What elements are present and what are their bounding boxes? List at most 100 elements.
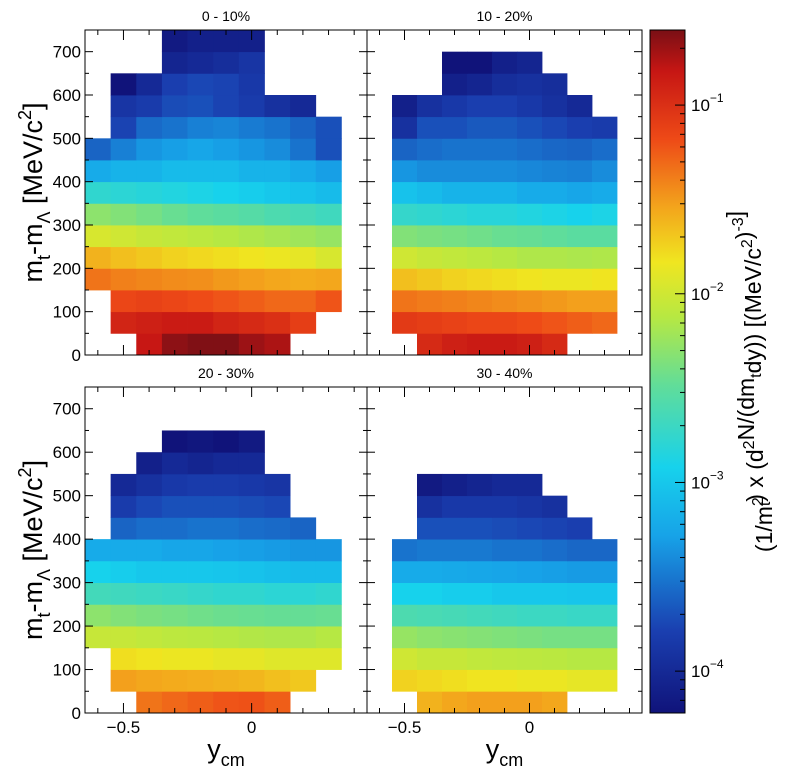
heatmap-cell [136,539,163,562]
heatmap-cell [517,181,543,204]
heatmap-cell [517,333,543,356]
heatmap-cell [238,669,265,692]
heatmap-cell [492,691,518,714]
heatmap-cell [417,473,443,497]
heatmap-cell [290,290,317,313]
heatmap-cell [392,138,418,161]
heatmap-cell [492,95,518,118]
heatmap-cell [187,560,214,583]
heatmap-cell [592,290,618,313]
heatmap-cell [213,95,240,118]
heatmap-cell [542,560,568,583]
heatmap-cell [417,290,443,313]
heatmap-cell [110,473,137,497]
heatmap-cell [315,560,342,583]
heatmap-cell [213,669,240,692]
heatmap-cell [187,517,214,540]
heatmap-cell [187,333,214,356]
y-tick-label: 200 [53,259,81,278]
heatmap-cell [517,517,543,540]
heatmap-cell [264,138,291,161]
heatmap-cell [161,73,188,96]
heatmap-cell [136,582,163,605]
heatmap-cell [492,604,518,627]
heatmap-cell [467,311,493,334]
heatmap-cell [392,225,418,248]
heatmap-cell [517,246,543,269]
heatmap-cell [467,246,493,269]
heatmap-cell [264,203,291,226]
heatmap-cell [110,203,137,226]
colorbar-gradient [649,29,686,714]
heatmap-cell [315,647,342,670]
heatmap-cell [264,473,291,497]
heatmap-cell [161,626,188,649]
heatmap-cell [136,95,163,118]
heatmap-cell [161,669,188,692]
heatmap-cell [467,138,493,161]
panel-title: 20 - 30% [198,365,254,381]
heatmap-cell [290,604,317,627]
heatmap-cell [492,626,518,649]
heatmap-cell [392,669,418,692]
y-tick-label: 700 [53,43,81,62]
heatmap-cell [238,311,265,334]
heatmap-cell [492,647,518,670]
heatmap-cell [542,604,568,627]
heatmap-cell [542,647,568,670]
heatmap-cell [85,268,112,291]
heatmap-cell [567,160,593,183]
heatmap-cell [417,138,443,161]
heatmap-cell [213,539,240,562]
colorbar-tick-label: 10−4 [691,657,724,681]
heatmap-cell [315,539,342,562]
heatmap-cell [467,473,493,497]
heatmap-cell [264,333,291,356]
heatmap-cell [238,30,265,53]
heatmap-cell [517,669,543,692]
heatmap-cell [442,181,468,204]
heatmap-cell [592,181,618,204]
heatmap-cell [213,691,240,714]
heatmap-cell [161,290,188,313]
heatmap-cell [417,333,443,356]
heatmap-cell [442,333,468,356]
heatmap-cell [542,268,568,291]
heatmap-cell [161,333,188,356]
heatmap-cell [492,51,518,74]
y-tick-label: 100 [53,661,81,680]
panel-title: 10 - 20% [476,8,532,24]
heatmap-cell [492,582,518,605]
heatmap-cell [592,225,618,248]
heatmap-cells [85,430,342,714]
heatmap-cell [517,116,543,139]
heatmap-cell [161,691,188,714]
colorbar-tick-label: 10−3 [691,468,724,492]
heatmap-cell [392,647,418,670]
heatmap-cell [442,268,468,291]
heatmap-cell [442,604,468,627]
heatmap-cell [492,73,518,96]
heatmap-cell [567,539,593,562]
heatmap-cell [110,311,137,334]
heatmap-cell [567,604,593,627]
heatmap-cell [110,225,137,248]
colorbar-tick-label: 10−1 [691,91,724,115]
heatmap-cell [315,268,342,291]
heatmap-cell [187,647,214,670]
heatmap-cell [467,582,493,605]
heatmap-cell [264,495,291,518]
heatmap-cell [161,160,188,183]
heatmap-cell [442,246,468,269]
x-tick-label: 0 [525,718,534,737]
y-tick-label: 600 [53,86,81,105]
heatmap-cell [264,582,291,605]
panel-title: 0 - 10% [202,8,250,24]
heatmap-cell [392,626,418,649]
heatmap-cell [187,181,214,204]
heatmap-cell [85,560,112,583]
heatmap-cell [136,203,163,226]
heatmap-cell [442,73,468,96]
heatmap-cell [187,691,214,714]
heatmap-cell [187,116,214,139]
